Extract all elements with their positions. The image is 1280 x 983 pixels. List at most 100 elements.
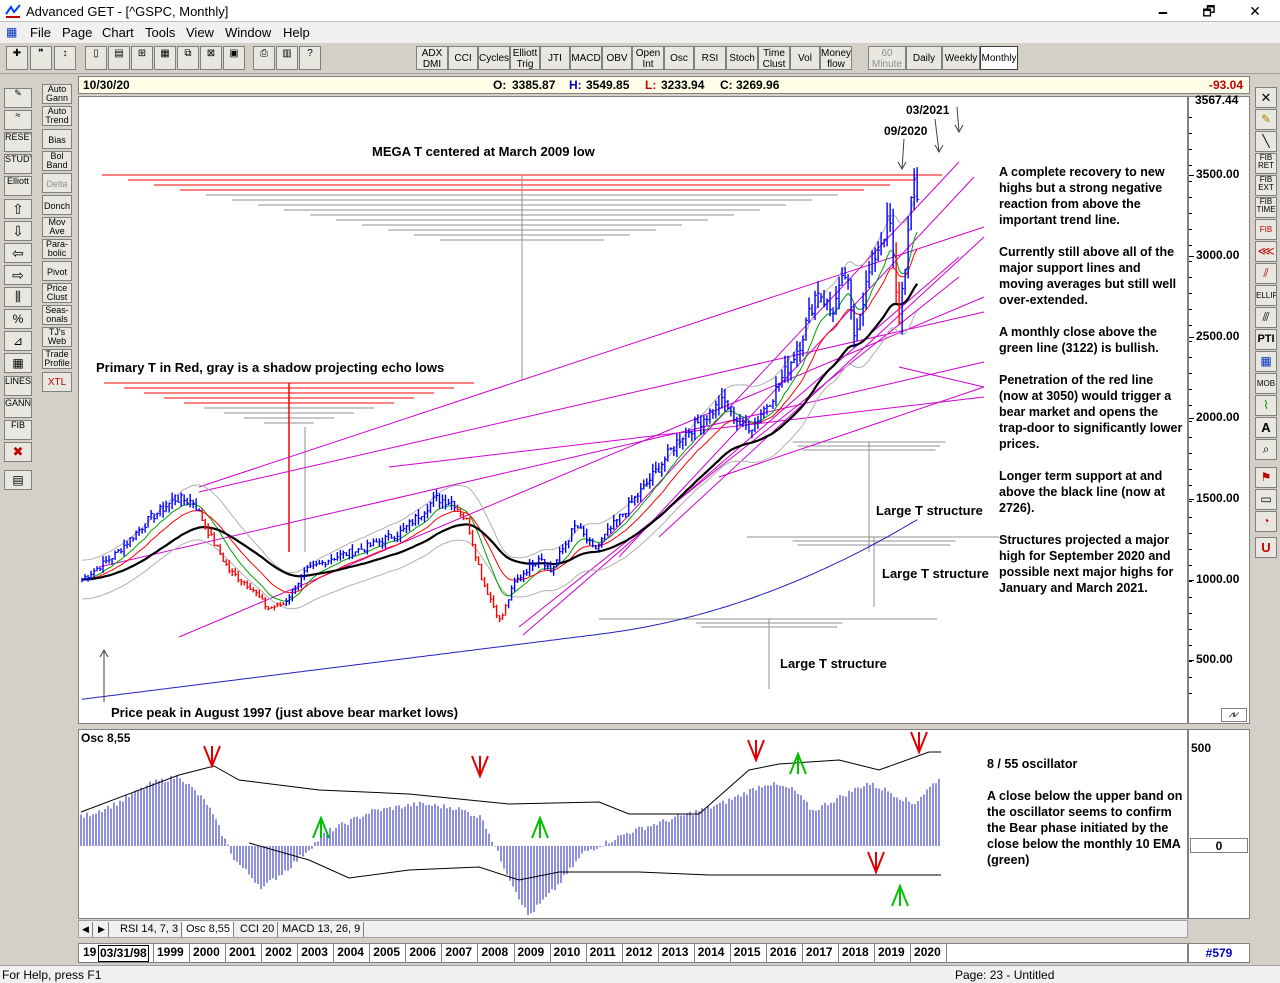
tool-price-clust[interactable]: Price Clust	[42, 283, 72, 303]
scale-compress-icon[interactable]: ⩘⩗	[1221, 708, 1247, 722]
tool-auto-gann[interactable]: Auto Gann	[42, 84, 72, 104]
channel-icon[interactable]: ⫽	[1255, 263, 1277, 284]
grid-icon[interactable]: ⊠	[200, 46, 222, 70]
pen-icon[interactable]: ✎	[1255, 109, 1277, 130]
fib-ext-tool[interactable]: FIB EXT	[1255, 175, 1277, 196]
tool-pivot[interactable]: Pivot	[42, 261, 72, 281]
reset-icon[interactable]: RESET	[4, 132, 32, 152]
study-jti[interactable]: JTI	[540, 46, 570, 70]
measure-icon[interactable]: ⊿	[4, 331, 32, 351]
maximize-button[interactable]: 🗗	[1202, 3, 1216, 19]
date-axis[interactable]: 19 03/31/98 1999 2000 2001 2002 2003 2004 2005 20…	[78, 943, 1188, 963]
parallel-icon[interactable]: ⫻	[1255, 307, 1277, 328]
study-rsi[interactable]: RSI	[694, 46, 726, 70]
tool-mov-ave[interactable]: Mov Ave	[42, 217, 72, 237]
tool-bol-band[interactable]: Bol Band	[42, 151, 72, 171]
study-cycles[interactable]: Cycles	[478, 46, 510, 70]
period-daily[interactable]: Daily	[906, 46, 942, 70]
study-cci[interactable]: CCI	[448, 46, 478, 70]
pti-tool[interactable]: PTI	[1255, 329, 1277, 350]
arrow-right-icon[interactable]: ⇨	[4, 265, 32, 285]
fib-time-tool[interactable]: FIB TIME	[1255, 197, 1277, 218]
period-monthly[interactable]: Monthly	[980, 46, 1018, 70]
tab-cci[interactable]: CCI 20	[237, 922, 279, 937]
bars-icon[interactable]: ⫼	[4, 287, 32, 307]
minimize-button[interactable]: 🗕	[1158, 3, 1168, 19]
menu-file[interactable]: File	[30, 25, 51, 40]
help-pointer-icon[interactable]: ?	[299, 46, 321, 70]
open-page-icon[interactable]: ▤	[108, 46, 130, 70]
study-stoch[interactable]: Stoch	[726, 46, 758, 70]
cycle-icon[interactable]: ◔	[1255, 511, 1277, 532]
layout-icon[interactable]: ▦	[154, 46, 176, 70]
notes-icon[interactable]: ▤	[4, 470, 32, 490]
oscillator-panel[interactable]: Osc 8,55 8 / 55 oscillator A close below…	[78, 729, 1188, 919]
arrow-up-icon[interactable]: ⇧	[4, 199, 32, 219]
zigzag-icon[interactable]: ⌇	[1255, 395, 1277, 416]
arrow-left-icon[interactable]: ⇦	[4, 243, 32, 263]
crosshair-tool-icon[interactable]: ✚	[6, 46, 28, 70]
magnify-icon[interactable]: ⌕	[1255, 439, 1277, 460]
cursor-icon[interactable]: ↕	[54, 46, 76, 70]
print-icon[interactable]: ⎙	[253, 46, 275, 70]
menu-view[interactable]: View	[186, 25, 214, 40]
tool-delta[interactable]: Delta	[42, 173, 72, 193]
study-time-clust[interactable]: Time Clust	[758, 46, 790, 70]
wave-icon[interactable]: ≈	[4, 110, 32, 130]
tool-tjs-web[interactable]: TJ's Web	[42, 327, 72, 347]
tool-bias[interactable]: Bias	[42, 129, 72, 149]
lines-icon[interactable]: LINES	[4, 376, 32, 396]
new-page-icon[interactable]: ▯	[85, 46, 107, 70]
study-money-flow[interactable]: Money flow	[820, 46, 852, 70]
menu-tools[interactable]: Tools	[145, 25, 176, 40]
text-tool[interactable]: A	[1255, 417, 1277, 438]
period-60-minute[interactable]: 60 Minute	[868, 46, 906, 70]
tab-rsi[interactable]: RSI 14, 7, 3	[117, 922, 183, 937]
tool-parabolic[interactable]: Para-bolic	[42, 239, 72, 259]
zoom-icon[interactable]: ⊞	[131, 46, 153, 70]
menu-page[interactable]: Page	[62, 25, 93, 40]
study-macd[interactable]: MACD	[570, 46, 602, 70]
elliott-icon[interactable]: Elliott	[4, 176, 32, 196]
table-icon[interactable]: ▦	[4, 353, 32, 373]
tool-xtl[interactable]: XTL	[42, 372, 72, 392]
fib-circle-tool[interactable]: FIB	[1255, 219, 1277, 240]
preview-icon[interactable]: ▥	[276, 46, 298, 70]
menu-chart[interactable]: Chart	[102, 25, 134, 40]
chart-window-icon[interactable]: ▣	[223, 46, 245, 70]
study-icon[interactable]: STUDY	[4, 154, 32, 174]
u-tool-icon[interactable]: U	[1255, 537, 1277, 558]
study-obv[interactable]: OBV	[602, 46, 632, 70]
close-button[interactable]: ✕	[1249, 3, 1261, 19]
ellipse-tool[interactable]: ELLIPS	[1255, 285, 1277, 306]
percent-icon[interactable]: %	[4, 309, 32, 329]
copy-icon[interactable]: ⧉	[177, 46, 199, 70]
tool-trade-profile[interactable]: Trade Profile	[42, 349, 72, 369]
price-scale[interactable]: 3567.44 3500.00 3000.00 2500.00 2000.00 1500…	[1188, 93, 1250, 724]
grid-tool-icon[interactable]: ▦	[1255, 351, 1277, 372]
menu-help[interactable]: Help	[283, 25, 310, 40]
quote-icon[interactable]: ❞	[30, 46, 52, 70]
line-tool-icon[interactable]: ╲	[1255, 131, 1277, 152]
fib-ret-tool[interactable]: FIB RET	[1255, 153, 1277, 174]
tab-macd[interactable]: MACD 13, 26, 9	[279, 922, 365, 937]
tab-scroll-right[interactable]: ▶	[95, 922, 109, 937]
tab-scroll-left[interactable]: ◀	[79, 922, 93, 937]
oscillator-scale[interactable]: 500 0	[1188, 729, 1250, 919]
tool-auto-trend[interactable]: Auto Trend	[42, 106, 72, 126]
study-adx-dmi[interactable]: ADX DMI	[416, 46, 448, 70]
alert-icon[interactable]: ⚑	[1255, 467, 1277, 488]
fib-icon[interactable]: FIB	[4, 420, 32, 440]
tool-seasonals[interactable]: Seas-onals	[42, 305, 72, 325]
ruler-icon[interactable]: ▭	[1255, 489, 1277, 510]
study-vol[interactable]: Vol	[790, 46, 820, 70]
arrow-down-icon[interactable]: ⇩	[4, 221, 32, 241]
close-line-icon[interactable]: ✕	[1255, 87, 1277, 108]
gann-icon[interactable]: GANN	[4, 398, 32, 418]
menu-window[interactable]: Window	[225, 25, 272, 40]
period-weekly[interactable]: Weekly	[942, 46, 980, 70]
study-elliott-trig[interactable]: Elliott Trig	[510, 46, 540, 70]
pencil-icon[interactable]: ✎	[4, 88, 32, 108]
tab-osc[interactable]: Osc 8,55	[183, 922, 235, 937]
tool-donch[interactable]: Donch	[42, 195, 72, 215]
